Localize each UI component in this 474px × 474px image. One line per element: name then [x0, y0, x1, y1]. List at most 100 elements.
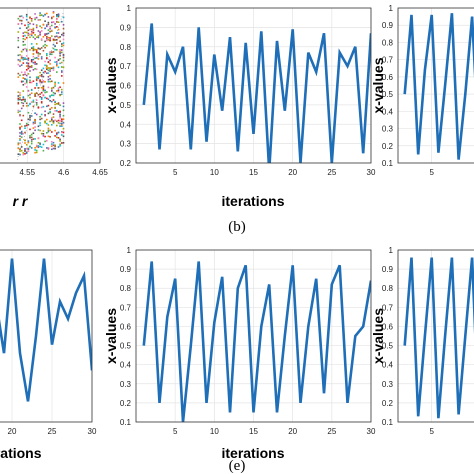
scatter-point [46, 140, 48, 142]
scatter-point [35, 84, 38, 87]
y-tick-label: 0.8 [120, 43, 132, 52]
scatter-point [51, 80, 53, 83]
scatter-point [47, 112, 50, 115]
scatter-point [24, 57, 26, 59]
scatter-point [62, 42, 65, 44]
plot-area-bifurcation [0, 8, 100, 163]
scatter-point [32, 61, 35, 64]
scatter-point [59, 145, 61, 147]
scatter-point [62, 118, 65, 120]
scatter-point [61, 122, 63, 125]
y-tick-label: 0.7 [120, 303, 132, 312]
scatter-point [37, 36, 40, 39]
scatter-point [49, 63, 51, 65]
scatter-point [62, 54, 65, 57]
scatter-point [51, 53, 53, 56]
scatter-point [46, 72, 48, 74]
scatter-point [32, 105, 35, 108]
scatter-point [19, 110, 21, 113]
scatter-point [34, 122, 36, 124]
scatter-point [30, 59, 33, 61]
scatter-point [34, 87, 36, 89]
scatter-point [19, 54, 21, 56]
scatter-point [35, 26, 38, 29]
scatter-point [39, 96, 41, 98]
x-tick-label: 20 [8, 427, 17, 436]
scatter-point [39, 34, 41, 36]
scatter-point [49, 110, 51, 113]
scatter-point [52, 21, 55, 23]
axes-frame [135, 249, 372, 423]
scatter-point [59, 140, 61, 142]
scatter-point [59, 120, 61, 122]
scatter-point [56, 14, 58, 16]
scatter-point [57, 137, 60, 139]
scatter-point [49, 95, 51, 97]
scatter-point [57, 13, 60, 15]
scatter-point [57, 15, 60, 18]
scatter-point [61, 66, 63, 68]
scatter-point [42, 88, 45, 91]
scatter-point [54, 35, 56, 38]
scatter-point [29, 36, 31, 39]
scatter-point [51, 90, 53, 92]
scatter-point [19, 153, 21, 156]
scatter-point [44, 13, 46, 16]
scatter-point [47, 72, 50, 74]
scatter-point [39, 124, 41, 127]
scatter-point [22, 48, 25, 51]
scatter-point [29, 22, 31, 25]
scatter-point [37, 47, 40, 50]
scatter-point [46, 105, 48, 108]
scatter-point [39, 145, 41, 148]
scatter-point [61, 118, 63, 121]
x-axis-label: iterations [221, 193, 284, 209]
scatter-point [49, 120, 51, 123]
scatter-point [24, 78, 26, 80]
scatter-point [32, 23, 35, 26]
scatter-point [20, 136, 23, 138]
axes-frame [0, 249, 93, 423]
scatter-point [30, 20, 33, 22]
x-tick-label: 4.55 [19, 168, 35, 177]
scatter-point [49, 74, 51, 77]
scatter-point [56, 49, 58, 51]
scatter-point [51, 124, 53, 126]
scatter-point [37, 142, 40, 144]
scatter-point [19, 15, 21, 18]
scatter-point [56, 124, 58, 127]
scatter-point [35, 63, 38, 65]
scatter-point [57, 87, 60, 89]
scatter-point [30, 65, 33, 67]
scatter-point [51, 145, 53, 147]
scatter-point [19, 65, 21, 67]
scatter-point [57, 82, 60, 84]
scatter-point [49, 53, 51, 56]
scatter-point [30, 60, 33, 63]
scatter-point [35, 76, 38, 78]
scatter-point [27, 26, 30, 28]
scatter-point [42, 49, 45, 52]
y-tick-label: 0.1 [120, 418, 132, 427]
scatter-point [47, 76, 50, 78]
scatter-point [25, 69, 28, 71]
scatter-point [32, 101, 35, 103]
scatter-point [47, 147, 50, 149]
scatter-point [62, 105, 65, 108]
scatter-point [25, 86, 28, 88]
scatter-point [42, 80, 45, 83]
scatter-point [46, 97, 48, 100]
x-tick-label: 30 [88, 427, 97, 436]
scatter-point [46, 118, 48, 121]
scatter-point [25, 124, 28, 127]
scatter-point [39, 129, 41, 132]
scatter-point [17, 46, 20, 49]
scatter-point [49, 51, 51, 53]
scatter-point [22, 16, 25, 19]
scatter-point [57, 102, 60, 104]
scatter-point [47, 39, 50, 41]
scatter-point [35, 49, 38, 51]
scatter-point [25, 15, 28, 18]
scatter-point [56, 71, 58, 73]
scatter-point [20, 146, 23, 148]
